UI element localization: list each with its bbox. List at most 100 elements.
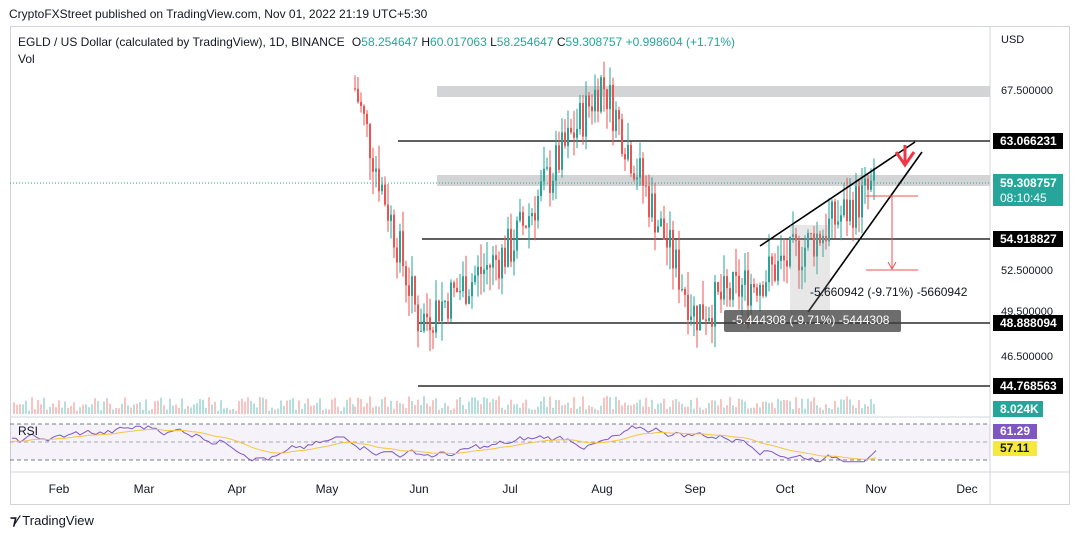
chart-frame[interactable] (10, 26, 1070, 505)
volume-bar (46, 409, 48, 414)
candle-body (648, 186, 650, 218)
candle-body (456, 287, 458, 293)
volume-bar (831, 409, 833, 414)
candle-body (534, 213, 536, 221)
volume-bar (846, 396, 848, 414)
candle-body (846, 199, 848, 222)
volume-bar (738, 398, 740, 414)
candle-body (363, 106, 365, 114)
volume-bar (552, 407, 554, 414)
volume-bar (816, 405, 818, 414)
candle-body (576, 128, 578, 138)
volume-bar (507, 404, 509, 414)
candle-body (849, 199, 851, 222)
candle-body (369, 124, 371, 159)
candle-body (666, 239, 668, 248)
volume-bar (648, 406, 650, 414)
volume-bar (858, 400, 860, 414)
volume-bar (226, 407, 228, 414)
volume-bar (402, 403, 404, 414)
candle-body (693, 305, 695, 317)
volume-bar (205, 407, 207, 414)
volume-bar (804, 408, 806, 414)
symbol-legend[interactable]: EGLD / US Dollar (calculated by TradingV… (18, 35, 735, 49)
x-tick: Nov (865, 482, 887, 496)
currency-label[interactable]: USD (1001, 34, 1025, 46)
candle-body (699, 304, 701, 331)
volume-bar (546, 407, 548, 414)
volume-bar (729, 397, 731, 414)
publisher-caption: CryptoFXStreet published on TradingView.… (9, 7, 428, 21)
measure-label-lower: -5.444308 (-9.71%) -5444308 (724, 310, 901, 332)
y-tick: 52.500000 (1001, 265, 1053, 277)
candle-body (381, 184, 383, 192)
candle-body (525, 225, 527, 228)
candle-body (825, 235, 827, 242)
candle-body (723, 276, 725, 300)
volume-bar (196, 402, 198, 414)
volume-bar (208, 397, 210, 414)
candle-body (390, 214, 392, 221)
candle-body (393, 214, 395, 248)
candle-body (546, 167, 548, 169)
candle-body (444, 301, 446, 303)
volume-bar (217, 410, 219, 414)
candle-body (627, 144, 629, 160)
volume-bar (82, 404, 84, 414)
volume-bar (537, 406, 539, 414)
volume-bar (624, 402, 626, 414)
candle-body (408, 285, 410, 296)
volume-bar (16, 404, 18, 414)
volume-bar (825, 404, 827, 414)
volume-bar (247, 397, 249, 414)
volume-bar (636, 402, 638, 414)
volume-bar (187, 406, 189, 414)
volume-bar (582, 396, 584, 414)
tradingview-brand[interactable]: ⁊⁄ TradingView (10, 512, 94, 529)
volume-bar (450, 409, 452, 414)
volume-bar (274, 409, 276, 414)
volume-bar (696, 397, 698, 414)
candle-body (603, 77, 605, 90)
volume-bar (19, 404, 21, 414)
volume-bar (561, 405, 563, 414)
volume-bar (238, 401, 240, 414)
volume-bar (70, 405, 72, 414)
candle-body (579, 103, 581, 129)
volume-bar (145, 399, 147, 414)
candle-body (642, 158, 644, 186)
volume-bar (411, 401, 413, 414)
candle-body (618, 110, 620, 120)
x-tick: Jul (502, 482, 518, 496)
candle-body (387, 204, 389, 221)
candle-body (597, 89, 599, 112)
volume-bar (432, 400, 434, 414)
measure-box-lower (790, 225, 830, 315)
candle-body (384, 184, 386, 205)
volume-bar (408, 396, 410, 414)
volume-bar (148, 410, 150, 414)
candle-body (855, 186, 857, 228)
volume-bar (543, 396, 545, 414)
volume-bar (223, 408, 225, 414)
candle-body (396, 247, 398, 263)
volume-bar (783, 399, 785, 414)
candle-body (432, 330, 434, 333)
ohlc-values: O58.254647 H60.017063 L58.254647 C59.308… (351, 35, 736, 49)
volume-bar (771, 402, 773, 414)
volume-bar (570, 408, 572, 414)
volume-bar (190, 407, 192, 414)
volume-bar (31, 397, 33, 414)
volume-bar (283, 406, 285, 414)
volume-bar (100, 410, 102, 414)
volume-bar (139, 401, 141, 414)
volume-bar (106, 398, 108, 414)
candle-body (681, 288, 683, 290)
volume-bar (37, 399, 39, 414)
volume-bar (262, 397, 264, 414)
volume-bar (214, 401, 216, 414)
volume-bar (331, 399, 333, 414)
volume-bar (22, 404, 24, 414)
price-tag-level-3: 48.888094 (993, 315, 1063, 331)
